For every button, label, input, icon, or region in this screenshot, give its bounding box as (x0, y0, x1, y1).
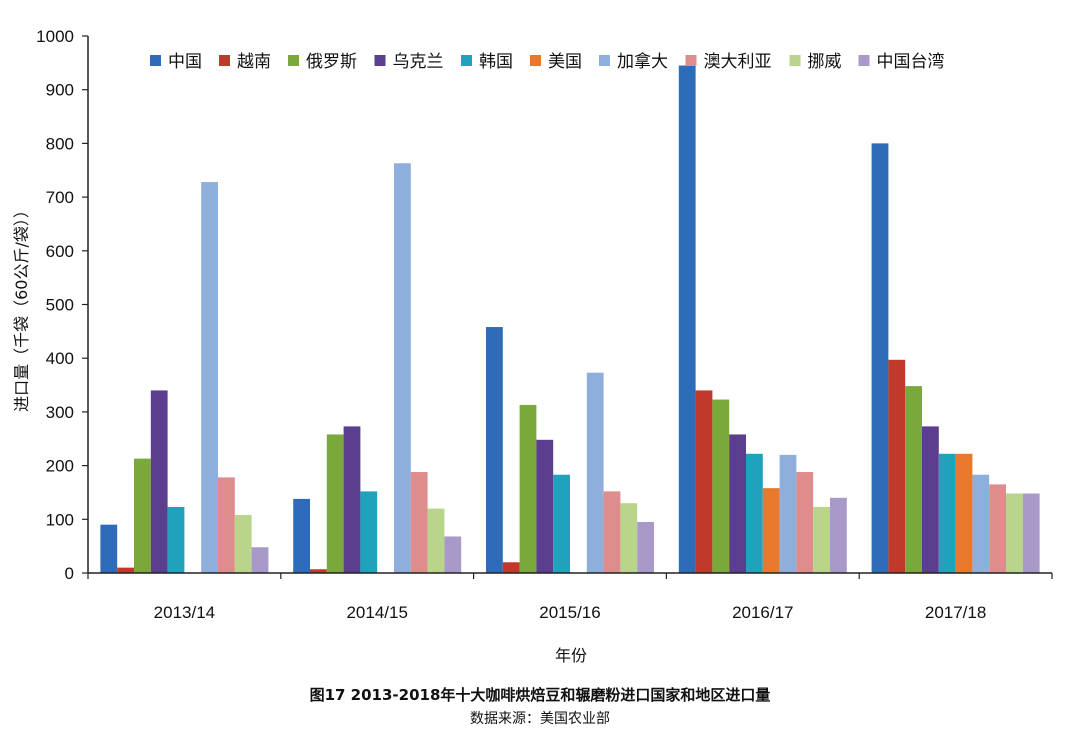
legend-label: 中国台湾 (877, 52, 945, 72)
bar (586, 372, 604, 573)
bar (989, 484, 1006, 573)
legend-swatch (288, 55, 299, 66)
legend-swatch (685, 55, 697, 66)
bar (678, 65, 696, 573)
x-tick-label: 2017/18 (925, 603, 986, 622)
bar (444, 536, 462, 573)
bar (1022, 493, 1040, 573)
legend-swatch (530, 55, 541, 66)
bar (360, 491, 378, 573)
bar (637, 521, 654, 573)
bar (251, 547, 269, 573)
legend-label: 越南 (237, 52, 271, 72)
x-tick-label: 2016/17 (732, 603, 793, 622)
figure-caption: 图17 2013-2018年十大咖啡烘焙豆和辗磨粉进口国家和地区进口量 (309, 686, 771, 704)
bar (603, 491, 621, 573)
bar-chart: 0 100 200 300 400 500 600 700 800 900 1000 2013/14 2… (12, 27, 1053, 665)
bar (955, 453, 973, 573)
bar (922, 426, 939, 573)
legend-label: 挪威 (808, 52, 842, 72)
y-tick-label: 400 (46, 349, 74, 368)
bar (813, 506, 830, 573)
y-tick-label: 600 (46, 242, 74, 261)
bar (502, 562, 520, 573)
bar (695, 390, 713, 573)
y-axis-title: 进口量（千袋（60公斤/袋）） (12, 202, 31, 412)
legend-label: 中国 (168, 52, 202, 72)
data-source: 数据来源：美国农业部 (470, 711, 610, 727)
y-tick-label: 100 (46, 510, 74, 529)
bar (519, 404, 537, 573)
y-tick-label: 500 (46, 296, 74, 315)
bar (871, 143, 889, 573)
bar (888, 359, 906, 573)
bars-group (100, 65, 1040, 574)
axes-group: 0 100 200 300 400 500 600 700 800 900 1000 2013/14 2… (36, 27, 1053, 622)
x-axis-title: 年份 (555, 646, 587, 665)
legend-label: 加拿大 (617, 51, 668, 72)
bar (1006, 493, 1023, 573)
legend-label: 美国 (548, 52, 582, 72)
bar (746, 453, 763, 573)
x-tick-label: 2014/15 (346, 603, 407, 622)
x-tick-label: 2015/16 (539, 603, 600, 622)
bar (427, 508, 445, 573)
legend-swatch (374, 55, 386, 66)
legend-label: 俄罗斯 (306, 52, 357, 72)
y-tick-label: 1000 (36, 27, 74, 46)
bar (167, 506, 185, 573)
legend-label: 韩国 (479, 52, 513, 72)
y-tick-label: 800 (46, 134, 74, 153)
bar (620, 503, 638, 573)
legend-swatch (461, 55, 472, 66)
bar (117, 567, 134, 573)
bar (486, 327, 503, 573)
bar (326, 434, 344, 573)
bar (310, 569, 327, 573)
x-tick-label: 2013/14 (154, 603, 215, 622)
bar (938, 453, 956, 573)
bar (536, 439, 554, 573)
bar (712, 399, 730, 573)
bar (410, 472, 428, 573)
legend-swatch (150, 55, 161, 66)
legend-swatch (858, 55, 870, 66)
y-tick-label: 0 (65, 564, 74, 583)
bar (796, 472, 814, 573)
bar (150, 390, 168, 573)
y-tick-label: 200 (46, 457, 74, 476)
legend-swatch (219, 55, 230, 66)
y-tick-label: 900 (46, 81, 74, 100)
bar (134, 458, 151, 573)
legend-label: 乌克兰 (393, 52, 444, 72)
bar (343, 426, 361, 573)
bar (905, 386, 922, 573)
bar (201, 182, 218, 573)
bar (762, 488, 780, 573)
legend: 中国 越南 俄罗斯 乌克兰 韩国 美国 加拿大 澳大利亚 挪威 中国台湾 (150, 51, 945, 72)
bar (779, 454, 797, 573)
bar (553, 474, 570, 573)
legend-label: 澳大利亚 (704, 52, 772, 72)
bar (234, 515, 252, 573)
bar (293, 498, 310, 573)
bar (972, 474, 990, 573)
y-tick-label: 300 (46, 403, 74, 422)
bar (218, 477, 235, 573)
bar (100, 524, 118, 573)
legend-swatch (789, 55, 801, 66)
bar (830, 497, 847, 573)
legend-swatch (599, 55, 610, 66)
y-tick-label: 700 (46, 188, 74, 207)
bar (394, 163, 411, 574)
bar (729, 434, 746, 573)
